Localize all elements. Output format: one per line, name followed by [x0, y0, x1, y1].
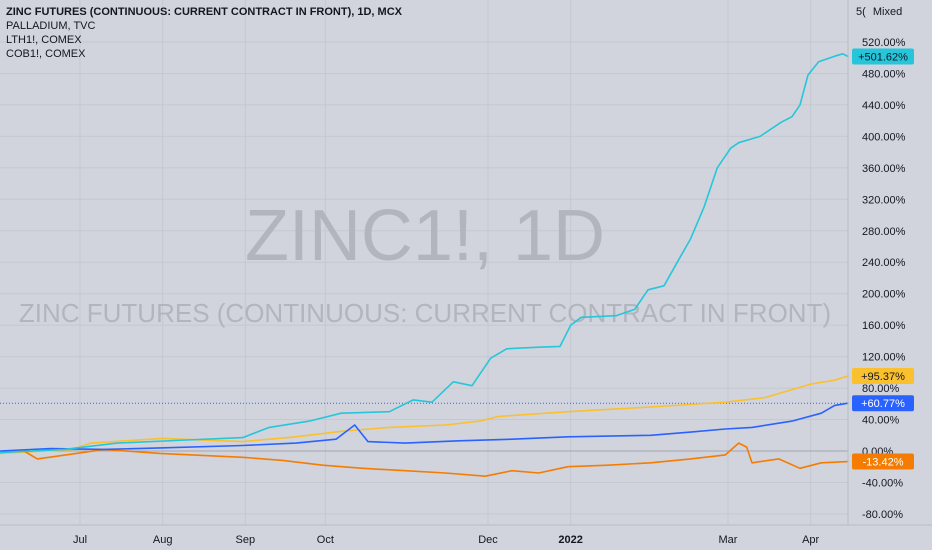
series-line-palladium	[0, 375, 849, 455]
last-value-badge-lth1	[852, 48, 914, 65]
series-line-zinc	[0, 402, 849, 452]
legend-compare-palladium[interactable]: PALLADIUM, TVC	[6, 20, 96, 32]
x-tick-label: Mar	[719, 534, 738, 546]
price-axis-top-partial-label: 5(	[856, 6, 866, 18]
y-tick-label: 200.00%	[862, 289, 906, 301]
time-axis[interactable]: Jul Aug Sep Oct Dec 2022 Mar Apr	[73, 534, 820, 546]
last-value-label-zinc: +60.77%	[861, 398, 905, 410]
watermark-symbol: ZINC1!, 1D	[245, 196, 605, 276]
y-tick-label: -40.00%	[862, 477, 903, 489]
last-value-badge-palladium	[852, 367, 914, 384]
y-tick-label: 520.00%	[862, 37, 906, 49]
last-value-badge-cob1	[852, 453, 914, 470]
y-tick-label: -80.00%	[862, 509, 903, 521]
x-tick-label: Jul	[73, 534, 87, 546]
y-tick-label: 280.00%	[862, 226, 906, 238]
price-axis[interactable]: 520.00% 480.00% 440.00% 400.00% 360.00% 320.0…	[862, 37, 906, 521]
last-value-labels: +501.62% +95.37% +60.77% -13.42%	[852, 48, 914, 470]
y-tick-label: 240.00%	[862, 257, 906, 269]
x-tick-label: Oct	[317, 534, 334, 546]
watermark-description: ZINC FUTURES (CONTINUOUS: CURRENT CONTRA…	[19, 298, 831, 328]
grid	[0, 0, 848, 525]
legend-main-symbol[interactable]: ZINC FUTURES (CONTINUOUS: CURRENT CONTRA…	[6, 6, 402, 18]
x-tick-label: 2022	[558, 534, 582, 546]
last-value-badge-zinc	[852, 395, 914, 412]
legend: ZINC FUTURES (CONTINUOUS: CURRENT CONTRA…	[6, 5, 402, 61]
x-tick-label: Apr	[802, 534, 819, 546]
y-tick-label: 40.00%	[862, 415, 900, 427]
legend-compare-cob1[interactable]: COB1!, COMEX	[6, 48, 86, 60]
y-tick-label: 160.00%	[862, 320, 906, 332]
series-line-cob1	[0, 442, 849, 478]
y-tick-label: 400.00%	[862, 131, 906, 143]
legend-compare-lth1[interactable]: LTH1!, COMEX	[6, 34, 82, 46]
y-tick-label: 320.00%	[862, 194, 906, 206]
last-value-label-cob1: -13.42%	[863, 457, 904, 469]
x-tick-label: Aug	[153, 534, 173, 546]
scale-mode-button[interactable]: 5( Mixed	[856, 6, 902, 18]
y-tick-label: 120.00%	[862, 352, 906, 364]
y-tick-label: 80.00%	[862, 383, 900, 395]
series-line-lth1	[0, 52, 849, 454]
x-tick-label: Sep	[236, 534, 256, 546]
y-tick-label: 360.00%	[862, 163, 906, 175]
last-value-label-lth1: +501.62%	[858, 51, 908, 63]
last-value-label-palladium: +95.37%	[861, 371, 905, 383]
y-tick-label: 440.00%	[862, 100, 906, 112]
scale-mode-label[interactable]: Mixed	[872, 6, 903, 18]
y-tick-label: 480.00%	[862, 68, 906, 80]
x-tick-label: Dec	[478, 534, 498, 546]
series-group	[0, 52, 849, 478]
